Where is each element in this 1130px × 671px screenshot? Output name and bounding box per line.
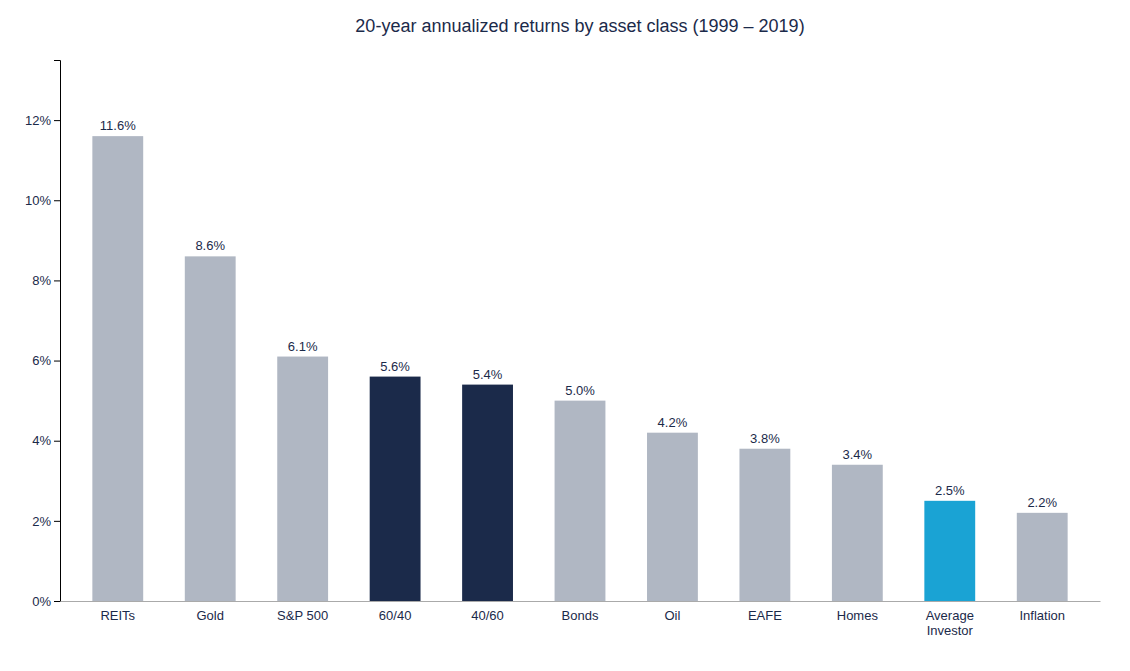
x-tick: Inflation: [1019, 608, 1065, 623]
bar: [739, 449, 790, 601]
x-tick-label: REITs: [100, 608, 135, 623]
y-tick-mark: [54, 361, 60, 362]
y-tick-label: 4%: [32, 433, 51, 448]
x-tick-label: Inflation: [1019, 608, 1065, 623]
bar: [647, 433, 698, 601]
x-tick: 40/60: [471, 608, 504, 623]
x-tick: Oil: [664, 608, 680, 623]
chart: 0% 2% 4% 6% 8% 10% 12% REITs Gold S&P 500 60/40 40/…: [0, 0, 1130, 671]
y-tick: 12%: [25, 113, 60, 128]
x-tick-label: S&P 500: [277, 608, 328, 623]
y-axis-line: [54, 61, 61, 602]
x-tick-label: EAFE: [748, 608, 782, 623]
y-tick-mark: [54, 521, 60, 522]
y-tick: 0%: [32, 594, 60, 609]
bar: [370, 377, 421, 601]
data-labels: 11.6% 8.6% 6.1% 5.6% 5.4% 5.0% 4.2% 3.8% 3.4% 2.5…: [100, 118, 1058, 510]
x-tick-label: AverageInvestor: [926, 608, 974, 638]
y-tick: 6%: [32, 353, 60, 368]
data-label: 11.6%: [100, 118, 136, 133]
x-tick-label-line: Average: [926, 608, 974, 623]
y-tick-label: 6%: [32, 353, 51, 368]
y-tick-mark: [54, 120, 60, 121]
x-tick-label: Gold: [196, 608, 223, 623]
data-label: 5.6%: [380, 359, 410, 374]
y-tick-label: 8%: [32, 273, 51, 288]
y-tick-mark: [54, 200, 60, 201]
data-label: 3.4%: [843, 447, 873, 462]
y-tick-label: 0%: [32, 594, 51, 609]
y-tick-label: 12%: [25, 113, 51, 128]
plot: 0% 2% 4% 6% 8% 10% 12% REITs Gold S&P 500 60/40 40/…: [25, 61, 1101, 639]
x-tick-label: Oil: [664, 608, 680, 623]
x-axis-line: [61, 601, 1101, 602]
bar: [277, 357, 328, 601]
x-tick: AverageInvestor: [926, 608, 974, 638]
x-tick: 60/40: [379, 608, 412, 623]
x-tick: REITs: [100, 608, 135, 623]
bar: [832, 465, 883, 601]
data-label: 2.2%: [1027, 495, 1057, 510]
x-tick-label: 40/60: [471, 608, 504, 623]
x-tick-label: Homes: [837, 608, 879, 623]
y-tick: 10%: [25, 193, 60, 208]
data-label: 8.6%: [195, 238, 225, 253]
bar: [185, 256, 236, 601]
data-label: 6.1%: [288, 339, 318, 354]
y-tick: 4%: [32, 433, 60, 448]
y-tick-mark: [54, 280, 60, 281]
x-tick-label: 60/40: [379, 608, 412, 623]
y-tick-label: 2%: [32, 514, 51, 529]
x-tick-label: Bonds: [562, 608, 599, 623]
data-label: 5.4%: [473, 367, 503, 382]
data-label: 2.5%: [935, 483, 965, 498]
bars: [92, 136, 1067, 601]
x-tick: Homes: [837, 608, 879, 623]
y-tick-label: 10%: [25, 193, 51, 208]
bar: [555, 401, 606, 601]
title: 20-year annualized returns by asset clas…: [355, 16, 804, 36]
x-tick: S&P 500: [277, 608, 328, 623]
data-label: 3.8%: [750, 431, 780, 446]
bar: [462, 385, 513, 601]
x-tick: Bonds: [562, 608, 599, 623]
y-tick-mark: [54, 601, 60, 602]
x-axis: REITs Gold S&P 500 60/40 40/60 Bonds Oil EAFE Ho…: [61, 602, 1101, 639]
y-tick: 2%: [32, 514, 60, 529]
bar: [1017, 513, 1068, 601]
x-tick: Gold: [196, 608, 223, 623]
y-tick-mark: [54, 441, 60, 442]
data-label: 5.0%: [565, 383, 595, 398]
x-tick: EAFE: [748, 608, 782, 623]
y-tick: 8%: [32, 273, 60, 288]
y-axis: 0% 2% 4% 6% 8% 10% 12%: [25, 61, 61, 609]
x-tick-label-line: Investor: [927, 623, 974, 638]
bar: [924, 501, 975, 601]
data-label: 4.2%: [658, 415, 688, 430]
bar: [92, 136, 143, 601]
